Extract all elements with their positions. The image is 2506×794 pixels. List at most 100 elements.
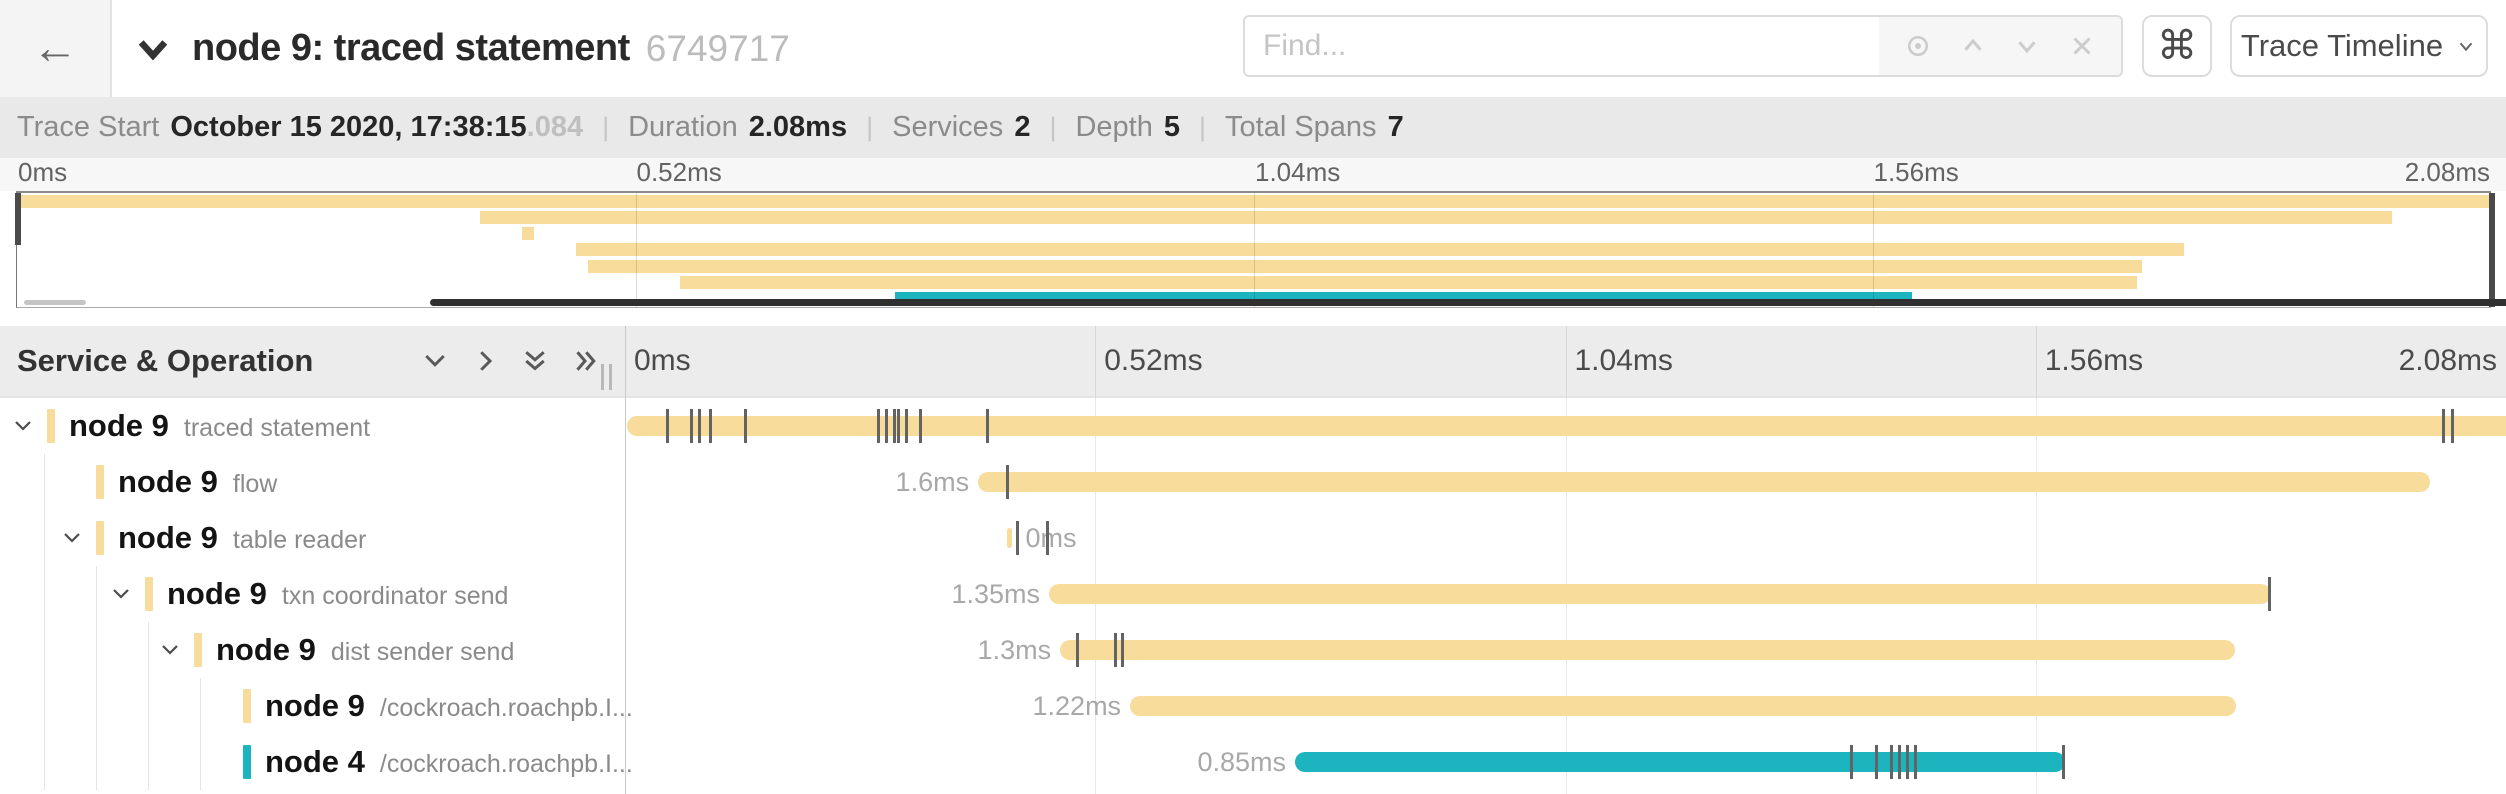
- find-box: [1243, 15, 2123, 77]
- tree-guide-line: [96, 622, 97, 678]
- minimap-tick-label: 1.04ms: [1255, 157, 1341, 187]
- span-name-group[interactable]: node 9/cockroach.roachpb.I...: [265, 678, 633, 734]
- span-duration-label: 1.3ms: [977, 635, 1052, 665]
- span-tree-toggle-icon[interactable]: [109, 582, 133, 606]
- back-button[interactable]: ←: [0, 0, 112, 97]
- minimap-canvas[interactable]: [15, 191, 2495, 308]
- span-bar[interactable]: [1295, 752, 2065, 772]
- minimap-scrubber-right[interactable]: [2489, 193, 2495, 307]
- span-timeline-cell: 1.22ms: [625, 678, 2506, 734]
- info-item: Trace Start October 15 2020, 17:38:15.084: [17, 111, 583, 144]
- ruler-tick-label: 0.52ms: [1104, 344, 1203, 377]
- chevron-down-icon: [2459, 42, 2473, 52]
- horizontal-scrollbar-thumb[interactable]: [430, 299, 2506, 306]
- span-operation-name: traced statement: [183, 414, 371, 442]
- minimap-grid-line: [1872, 193, 1874, 307]
- span-row[interactable]: node 9 traced statement: [0, 398, 2506, 454]
- span-bar[interactable]: [1060, 640, 2236, 660]
- minimap-span-bar: [680, 275, 2138, 289]
- span-name-group[interactable]: node 9 traced statement: [69, 398, 370, 454]
- info-value: 2.08ms: [748, 111, 848, 143]
- span-operation-name: table reader: [232, 526, 367, 554]
- span-name-group[interactable]: node 9 table reader: [118, 510, 366, 566]
- span-bar[interactable]: [626, 416, 2506, 436]
- span-log-tick: [1076, 633, 1080, 667]
- ruler-tick-label: 0ms: [634, 344, 691, 377]
- view-selector-button[interactable]: Trace Timeline: [2230, 15, 2488, 77]
- tree-guide-line: [148, 622, 149, 678]
- tree-guide-line: [200, 678, 201, 734]
- span-log-tick: [1114, 633, 1118, 667]
- span-service-name: node 9: [118, 464, 218, 499]
- command-icon: ⌘: [2157, 24, 2197, 68]
- span-log-tick: [905, 409, 909, 443]
- column-divider[interactable]: [625, 326, 626, 794]
- info-item: Depth 5: [1075, 111, 1180, 144]
- trace-title-group: node 9: traced statement 6749717: [192, 0, 790, 97]
- trace-collapse-chevron-icon[interactable]: [132, 28, 174, 70]
- span-log-tick: [1849, 745, 1853, 779]
- span-name-group[interactable]: node 9 txn coordinator send: [167, 566, 508, 622]
- span-row[interactable]: node 9 txn coordinator send 1.35ms: [0, 566, 2506, 622]
- span-duration-label: 1.22ms: [1032, 691, 1122, 721]
- span-bar[interactable]: [1048, 584, 2272, 604]
- minimap-span-bar: [576, 243, 2185, 257]
- span-color-bar: [243, 689, 251, 723]
- span-log-tick: [1045, 521, 1049, 555]
- expand-one-icon[interactable]: [470, 346, 500, 376]
- span-bar[interactable]: [978, 472, 2430, 492]
- span-tree-toggle-icon[interactable]: [158, 638, 182, 662]
- minimap-span-bar: [588, 259, 2143, 273]
- clear-search-icon[interactable]: [2067, 31, 2097, 61]
- tree-guide-line: [44, 454, 45, 510]
- info-label: Services: [892, 111, 1004, 143]
- span-row[interactable]: node 4/cockroach.roachpb.I... 0.85ms: [0, 734, 2506, 790]
- span-name-group[interactable]: node 4/cockroach.roachpb.I...: [265, 734, 633, 790]
- minimap-tick-label: 0ms: [18, 157, 68, 187]
- info-item: Total Spans 7: [1225, 111, 1404, 144]
- next-match-icon[interactable]: [2012, 31, 2042, 61]
- find-suffix-group: [1879, 17, 2121, 75]
- span-log-tick: [2062, 745, 2066, 779]
- ruler-tick-label: 2.08ms: [2398, 344, 2497, 377]
- span-name-group[interactable]: node 9 flow: [118, 454, 277, 510]
- tree-guide-line: [200, 734, 201, 790]
- span-bar[interactable]: [1007, 528, 1012, 548]
- keyboard-shortcuts-button[interactable]: ⌘: [2142, 15, 2212, 77]
- span-table-header: Service & Operation 0ms 0.52ms 1.04ms 1.56m…: [0, 326, 2506, 398]
- span-log-tick: [1905, 745, 1909, 779]
- span-tree-toggle-icon[interactable]: [60, 526, 84, 550]
- info-separator: |: [602, 112, 610, 142]
- span-row[interactable]: node 9 flow 1.6ms: [0, 454, 2506, 510]
- span-name-group[interactable]: node 9 dist sender send: [216, 622, 514, 678]
- span-tree-toggle-icon[interactable]: [11, 414, 35, 438]
- expand-all-icon[interactable]: [570, 346, 600, 376]
- collapse-all-icon[interactable]: [520, 346, 550, 376]
- tree-guide-line: [148, 734, 149, 790]
- find-input[interactable]: [1245, 17, 1879, 75]
- span-row[interactable]: node 9/cockroach.roachpb.I... 1.22ms: [0, 678, 2506, 734]
- span-timeline-cell: 0ms: [625, 510, 2506, 566]
- prev-match-icon[interactable]: [1958, 31, 1988, 61]
- span-bar[interactable]: [1130, 696, 2237, 716]
- info-value-fraction: .084: [526, 111, 584, 143]
- span-service-name: node 9: [265, 688, 365, 723]
- span-row[interactable]: node 9 table reader 0ms: [0, 510, 2506, 566]
- collapse-one-icon[interactable]: [420, 346, 450, 376]
- page-title: node 9: traced statement: [192, 27, 630, 69]
- span-log-tick: [1121, 633, 1125, 667]
- column-resizer-grip[interactable]: [601, 364, 612, 390]
- info-label: Trace Start: [17, 111, 160, 143]
- span-log-tick: [2268, 577, 2272, 611]
- span-rows: node 9 traced statement node 9 flow 1.6ms nod…: [0, 398, 2506, 794]
- info-value: 2: [1014, 111, 1031, 143]
- span-service-name: node 9: [69, 408, 169, 443]
- span-color-bar: [194, 633, 202, 667]
- span-service-name: node 4: [265, 744, 365, 779]
- minimap-scrubber-left[interactable]: [15, 193, 21, 245]
- locate-match-icon[interactable]: [1903, 31, 1933, 61]
- minimap-row: [17, 226, 2491, 242]
- span-row[interactable]: node 9 dist sender send 1.3ms: [0, 622, 2506, 678]
- service-operation-column-title: Service & Operation: [17, 343, 314, 378]
- minimap-row: [17, 242, 2491, 258]
